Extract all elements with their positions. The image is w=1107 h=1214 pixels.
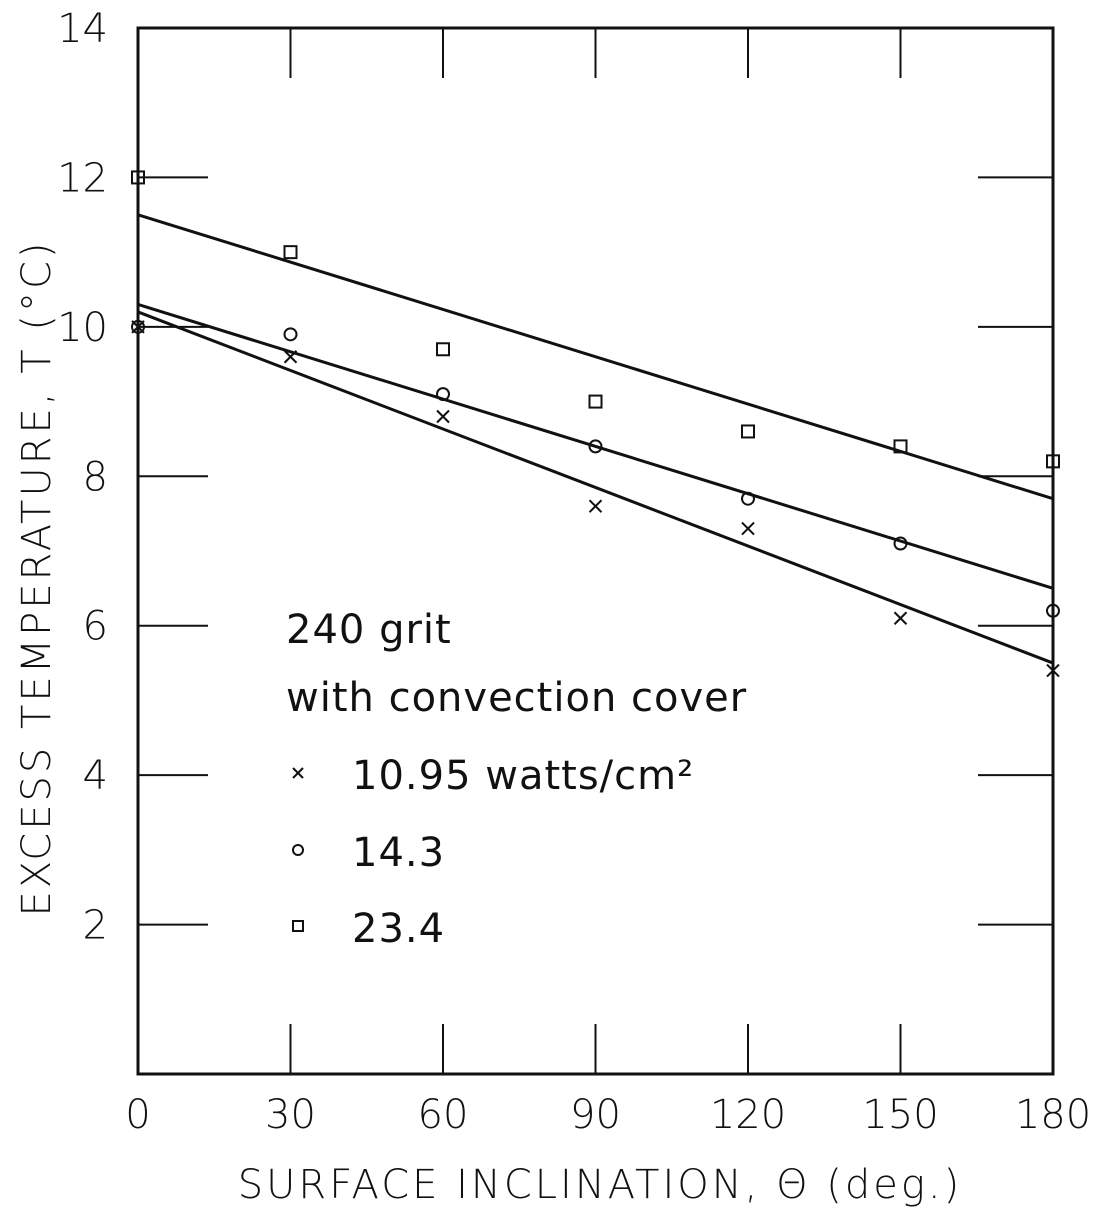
- data-point-square: [893, 439, 908, 454]
- x-tick-label: 120: [710, 1092, 786, 1138]
- data-point-square: [588, 394, 603, 409]
- legend-marker-square: [292, 920, 304, 932]
- y-tick-labels: 2 4 6 8 10 12 14: [57, 6, 108, 949]
- x-tick-label: 60: [418, 1092, 469, 1138]
- legend-marker-circle: [292, 844, 304, 856]
- fit-line-square: [137, 213, 1054, 501]
- data-point-circle: [893, 536, 908, 551]
- fit-lines: [137, 213, 1054, 665]
- annotation-line-2: with convection cover: [286, 675, 747, 721]
- data-point-square: [283, 245, 298, 260]
- legend: 10.95 watts/cm² 14.3 23.4: [292, 753, 694, 952]
- y-tick-label: 2: [83, 903, 108, 949]
- data-point-square: [1046, 454, 1060, 469]
- data-point-x: [588, 499, 603, 513]
- x-tick-label: 0: [125, 1092, 150, 1138]
- data-point-square: [741, 424, 755, 439]
- data-point-x: [741, 521, 755, 536]
- legend-label: 14.3: [352, 830, 445, 876]
- y-axis-title: EXCESS TEMPERATURE, T (°C): [14, 239, 60, 916]
- y-tick-label: 12: [57, 155, 108, 201]
- annotation-line-1: 240 grit: [286, 607, 452, 653]
- x-tick-labels: 0 30 60 90 120 150 180: [125, 1092, 1091, 1138]
- data-point-circle: [131, 319, 145, 334]
- legend-marker-x: [292, 767, 304, 779]
- fit-line-x: [137, 310, 1054, 665]
- y-tick-label: 14: [57, 6, 108, 52]
- data-point-x: [1046, 663, 1060, 678]
- y-tick-label: 4: [83, 753, 108, 799]
- fit-line-circle: [137, 303, 1054, 590]
- legend-label: 10.95 watts/cm²: [352, 753, 694, 799]
- axis-ticks: [137, 27, 1054, 1074]
- data-point-square: [436, 342, 450, 357]
- legend-label: 23.4: [352, 906, 445, 952]
- x-tick-label: 30: [265, 1092, 316, 1138]
- x-axis-title: SURFACE INCLINATION, Θ (deg.): [238, 1162, 962, 1208]
- data-point-x: [283, 350, 298, 364]
- y-tick-label: 10: [57, 305, 108, 351]
- data-points: [131, 170, 1060, 678]
- data-point-square: [131, 170, 145, 185]
- x-tick-label: 90: [570, 1092, 621, 1138]
- data-point-x: [893, 611, 908, 625]
- x-tick-label: 180: [1015, 1092, 1091, 1138]
- data-point-circle: [741, 491, 755, 506]
- data-point-circle: [1046, 603, 1060, 618]
- data-point-x: [436, 409, 450, 424]
- data-point-circle: [283, 327, 298, 342]
- data-point-circle: [588, 439, 603, 454]
- y-tick-label: 6: [83, 604, 108, 650]
- x-tick-label: 150: [862, 1092, 938, 1138]
- annotation: 240 grit with convection cover: [286, 607, 747, 721]
- y-tick-label: 8: [83, 454, 108, 500]
- data-point-circle: [436, 387, 450, 402]
- plot-frame: [136, 26, 1055, 1076]
